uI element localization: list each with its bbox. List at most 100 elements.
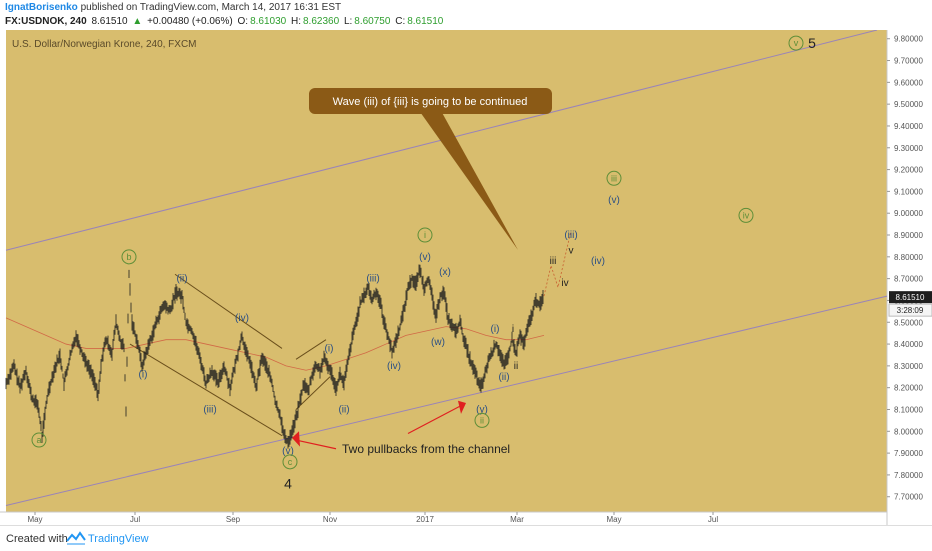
callout-tail — [418, 109, 518, 250]
wave-label: (iii) — [564, 230, 577, 241]
y-tick-label: 8.00000 — [894, 427, 923, 436]
wedge-break-line-lower[interactable] — [295, 376, 331, 410]
y-tick-label: 9.50000 — [894, 100, 923, 109]
time-axis — [0, 512, 887, 525]
wave-label: c — [288, 457, 293, 467]
wave-label: (iii) — [366, 274, 379, 285]
candles — [5, 264, 544, 449]
wave-label: (i) — [139, 370, 148, 381]
x-tick-label: May — [27, 515, 42, 524]
y-tick-label: 9.30000 — [894, 144, 923, 153]
author-link[interactable]: IgnatBorisenko — [5, 2, 78, 13]
symbol-label: FX:USDNOK, 240 — [5, 16, 87, 27]
price-chart[interactable]: 9.80000 9.70000 9.60000 9.50000 9.40000 9.300… — [0, 30, 932, 525]
wave-label: v — [569, 245, 574, 256]
y-tick-label: 8.70000 — [894, 275, 923, 284]
low-label: L: — [343, 16, 353, 27]
wave-label: iii — [611, 173, 617, 183]
y-tick-label: 8.20000 — [894, 384, 923, 393]
countdown-label: 3:28:09 — [897, 306, 924, 315]
wave-label: (v) — [608, 195, 620, 206]
change-value: +0.00480 (+0.06%) — [147, 16, 233, 27]
tradingview-brand-link[interactable]: TradingView — [88, 533, 149, 545]
wave-label: a — [36, 435, 41, 445]
low-value: 8.60750 — [354, 16, 391, 27]
wave-label: (iv) — [235, 313, 249, 324]
publish-line: IgnatBorisenko published on TradingView.… — [5, 2, 341, 13]
wave-label: (ii) — [176, 274, 187, 285]
y-tick-label: 8.10000 — [894, 405, 923, 414]
published-text: published on TradingView.com, March 14, … — [80, 2, 342, 13]
wedge-break-line-upper[interactable] — [295, 339, 327, 360]
y-tick-label: 8.30000 — [894, 362, 923, 371]
wave-circle — [788, 35, 804, 51]
high-label: H: — [291, 16, 301, 27]
red-arrow-2 — [407, 404, 463, 435]
tradingview-logo-icon[interactable] — [66, 531, 86, 545]
channel-lower-line[interactable] — [5, 295, 888, 506]
wave-label: ii — [480, 415, 484, 425]
wedge-lower-line[interactable] — [129, 343, 283, 437]
last-price: 8.61510 — [91, 16, 128, 27]
countdown-tag — [888, 303, 932, 317]
close-label: C: — [395, 16, 406, 27]
ohlc-line: FX:USDNOK, 240 8.61510 ▲ +0.00480 (+0.06… — [5, 16, 445, 27]
close-value: 8.61510 — [407, 16, 444, 27]
wave-label: iv — [743, 210, 750, 220]
y-tick-label: 7.80000 — [894, 471, 923, 480]
wave-label: (i) — [491, 324, 500, 335]
y-tick-label: 7.90000 — [894, 449, 923, 458]
y-tick-label: 8.80000 — [894, 253, 923, 262]
x-tick-label: Nov — [323, 515, 337, 524]
y-tick-label: 8.90000 — [894, 231, 923, 240]
wave-label: (iv) — [387, 361, 401, 372]
wave-degree-label: 4 — [284, 476, 292, 492]
callout-box[interactable] — [309, 88, 552, 114]
wave-degree-label: 5 — [808, 35, 816, 51]
wave-label: (v) — [419, 252, 431, 263]
x-tick-label: 2017 — [416, 515, 434, 524]
wave-circle — [606, 170, 622, 186]
pullbacks-note: Two pullbacks from the channel — [342, 442, 510, 456]
created-with-text: Created with — [6, 533, 68, 545]
high-value: 8.62360 — [303, 16, 340, 27]
wave-circle — [417, 227, 433, 243]
red-arrowhead-2 — [458, 400, 466, 414]
y-tick-label: 8.40000 — [894, 340, 923, 349]
price-axis — [887, 30, 932, 525]
x-tick-label: Mar — [510, 515, 524, 524]
wave-label: ii — [514, 361, 518, 372]
open-value: 8.61030 — [250, 16, 287, 27]
wave-label: (y) — [476, 404, 488, 415]
wave-label: iii — [550, 256, 557, 267]
red-arrowhead-1 — [292, 431, 300, 447]
x-tick-label: Sep — [226, 515, 241, 524]
wave-circle — [282, 454, 298, 470]
wave-label: i — [424, 230, 426, 240]
wave-label: (ii) — [498, 372, 509, 383]
wave-label: (x) — [439, 267, 451, 278]
wedge-upper-line[interactable] — [174, 273, 283, 349]
y-tick-label: 9.10000 — [894, 187, 923, 196]
wave-label: v — [794, 38, 799, 48]
wave-circle — [31, 432, 47, 448]
x-tick-label: Jul — [130, 515, 140, 524]
y-tick-label: 8.50000 — [894, 318, 923, 327]
open-label: O: — [237, 16, 249, 27]
wave-label: (w) — [431, 337, 445, 348]
y-tick-label: 7.70000 — [894, 493, 923, 502]
change-arrow: ▲ — [132, 16, 143, 27]
y-tick-label: 9.20000 — [894, 166, 923, 175]
y-tick-label: 9.60000 — [894, 78, 923, 87]
wave-label: (iv) — [591, 256, 605, 267]
x-tick-label: Jul — [708, 515, 718, 524]
wave-circle — [738, 207, 754, 223]
last-price-tag-label: 8.61510 — [896, 293, 925, 302]
y-tick-label: 9.70000 — [894, 57, 923, 66]
footer: Created with TradingView — [0, 525, 932, 551]
chart-title: U.S. Dollar/Norwegian Krone, 240, FXCM — [12, 39, 197, 50]
y-tick-label: 9.00000 — [894, 209, 923, 218]
wave-label: i — [512, 324, 514, 335]
y-tick-label: 9.80000 — [894, 35, 923, 44]
y-tick-label: 9.40000 — [894, 122, 923, 131]
